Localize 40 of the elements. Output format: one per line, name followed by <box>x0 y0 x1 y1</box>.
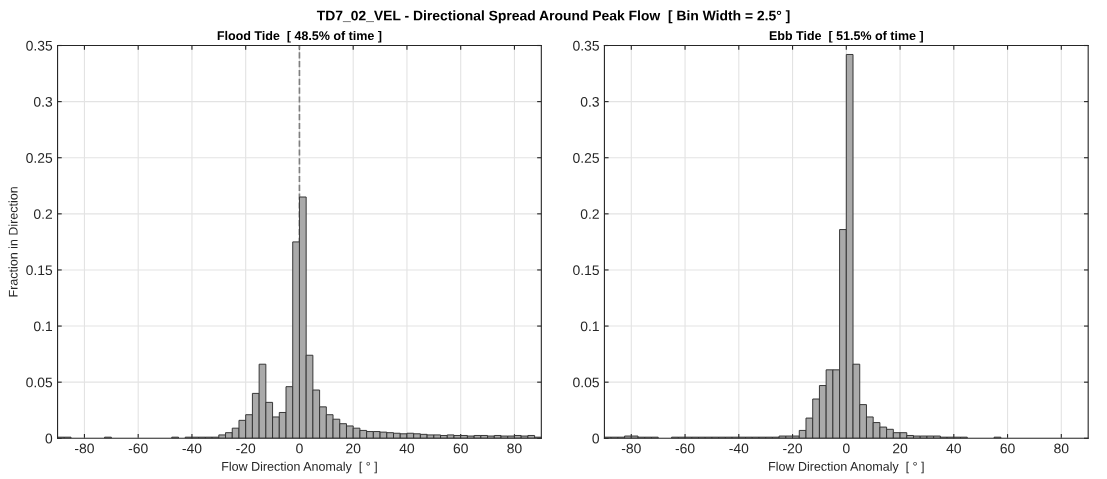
y-tick-label: 0.35 <box>573 40 599 51</box>
y-tick-label: 0 <box>45 433 53 444</box>
y-tick-label: 0.25 <box>26 153 53 163</box>
x-tick-label: 60 <box>1000 443 1015 454</box>
y-tick-label: 0.15 <box>573 265 599 276</box>
x-tick-label: -40 <box>182 443 202 454</box>
x-tick-label: -60 <box>675 443 695 454</box>
x-tick-label: -80 <box>75 443 94 454</box>
y-tick-label: 0.25 <box>573 153 599 163</box>
y-tick-label: 0.15 <box>26 265 53 276</box>
y-tick-label: 0.2 <box>580 209 599 220</box>
y-tick-label: 0.3 <box>33 96 53 107</box>
y-tick-label: 0.3 <box>580 96 599 107</box>
y-tick-label: 0 <box>592 433 600 444</box>
chart-title: Flood Tide [ 48.5% of time ] <box>217 30 382 43</box>
chart-title: Ebb Tide [ 51.5% of time ] <box>769 30 923 43</box>
x-axis-title: Flow Direction Anomaly [ ° ] <box>222 461 377 474</box>
x-tick-label: 80 <box>507 443 522 454</box>
y-tick-label: 0.05 <box>26 377 53 388</box>
x-tick-label: 60 <box>453 443 468 454</box>
x-tick-label: -80 <box>621 443 641 454</box>
y-tick-label: 0.35 <box>26 40 53 51</box>
x-tick-label: 40 <box>399 443 415 454</box>
y-tick-label: 0.2 <box>33 209 53 220</box>
x-tick-label: -20 <box>783 443 803 454</box>
y-axis-title: Fraction in Direction <box>8 187 18 297</box>
x-tick-label: -40 <box>729 443 749 454</box>
y-tick-label: 0.1 <box>580 321 599 332</box>
x-tick-label: -20 <box>236 443 256 454</box>
x-tick-label: 0 <box>842 443 850 454</box>
y-tick-label: 0.05 <box>573 377 599 388</box>
x-tick-label: 20 <box>346 443 361 454</box>
x-tick-label: -60 <box>128 443 148 454</box>
text: TD7_02_VEL - Directional Spread Around Peak Flow [ Bin Width = 2.5° ] <box>316 10 790 24</box>
x-tick-label: 40 <box>946 443 961 454</box>
x-tick-label: 0 <box>296 443 303 454</box>
x-tick-label: 80 <box>1054 443 1069 454</box>
x-axis-title: Flow Direction Anomaly [ ° ] <box>769 461 924 474</box>
y-tick-label: 0.1 <box>33 321 53 332</box>
x-tick-label: 20 <box>893 443 908 454</box>
